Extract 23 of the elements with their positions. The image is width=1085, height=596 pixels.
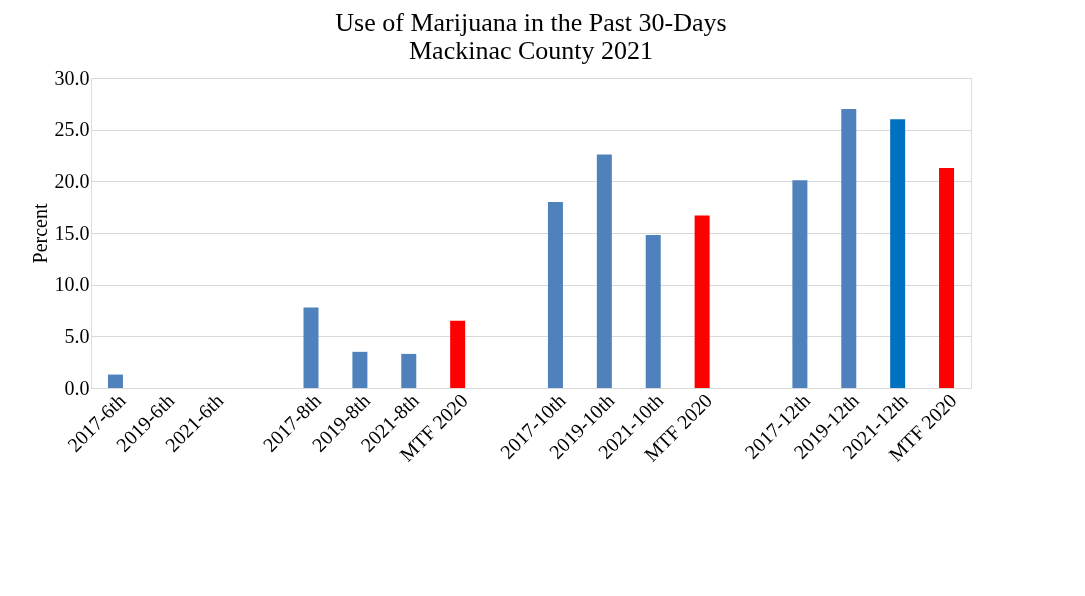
- bar: [107, 374, 123, 388]
- y-tick-label: 25.0: [54, 118, 90, 141]
- y-tick-label: 20.0: [54, 169, 90, 192]
- bar: [939, 167, 955, 388]
- y-axis-title: Percent: [28, 203, 51, 264]
- y-tick-label: 0.0: [64, 376, 90, 399]
- text: Use of Marijuana in the Past 30-Days: [335, 8, 727, 37]
- y-tick-label: 15.0: [54, 221, 90, 244]
- bar: [450, 320, 466, 388]
- bar: [547, 202, 563, 388]
- y-tick-label: 10.0: [54, 273, 90, 296]
- bar: [352, 351, 368, 388]
- y-tick-label: 5.0: [64, 324, 90, 347]
- bar: [792, 180, 808, 388]
- bar: [303, 307, 319, 388]
- bar: [694, 215, 710, 388]
- bar: [890, 119, 906, 388]
- bar: [645, 235, 661, 388]
- y-tick-label: 30.0: [54, 66, 90, 89]
- bar: [596, 154, 612, 388]
- bar: [401, 353, 417, 388]
- bar: [841, 109, 857, 388]
- text: Mackinac County 2021: [408, 36, 654, 65]
